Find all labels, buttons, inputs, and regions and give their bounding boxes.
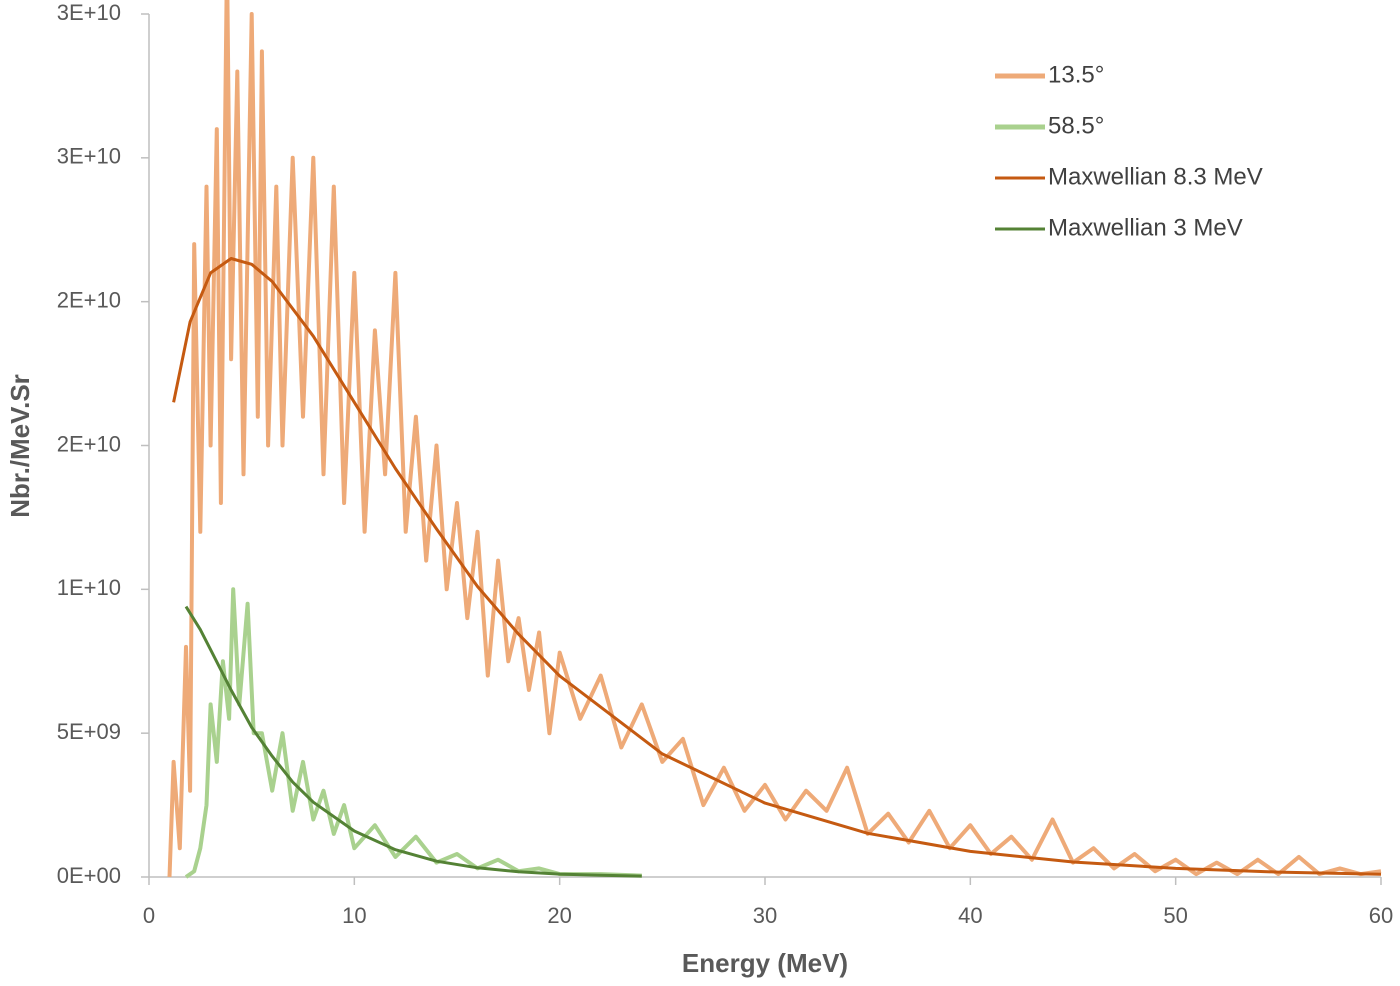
y-tick-label: 2E+10 xyxy=(57,287,121,312)
x-tick-label: 0 xyxy=(143,903,155,928)
legend-label: Maxwellian 8.3 MeV xyxy=(1048,163,1263,190)
legend-label: 13.5° xyxy=(1048,61,1104,88)
series-line xyxy=(184,587,642,879)
x-tick-label: 60 xyxy=(1369,903,1393,928)
series-line xyxy=(167,0,1382,878)
y-tick-label: 5E+09 xyxy=(57,719,121,744)
x-axis-label: Energy (MeV) xyxy=(682,948,848,978)
series-line xyxy=(184,605,642,878)
y-axis-label: Nbr./MeV.Sr xyxy=(5,374,35,518)
y-tick-label: 1E+10 xyxy=(57,575,121,600)
x-tick-label: 40 xyxy=(958,903,982,928)
x-tick-label: 50 xyxy=(1163,903,1187,928)
legend-label: 58.5° xyxy=(1048,112,1104,139)
series-line xyxy=(172,257,1382,876)
y-tick-label: 2E+10 xyxy=(57,431,121,456)
y-tick-label: 3E+10 xyxy=(57,144,121,169)
y-tick-label: 3E+10 xyxy=(57,0,121,25)
y-tick-label: 0E+00 xyxy=(57,863,121,888)
x-tick-label: 10 xyxy=(342,903,366,928)
x-tick-label: 30 xyxy=(753,903,777,928)
legend-label: Maxwellian 3 MeV xyxy=(1048,214,1243,241)
x-tick-label: 20 xyxy=(547,903,571,928)
